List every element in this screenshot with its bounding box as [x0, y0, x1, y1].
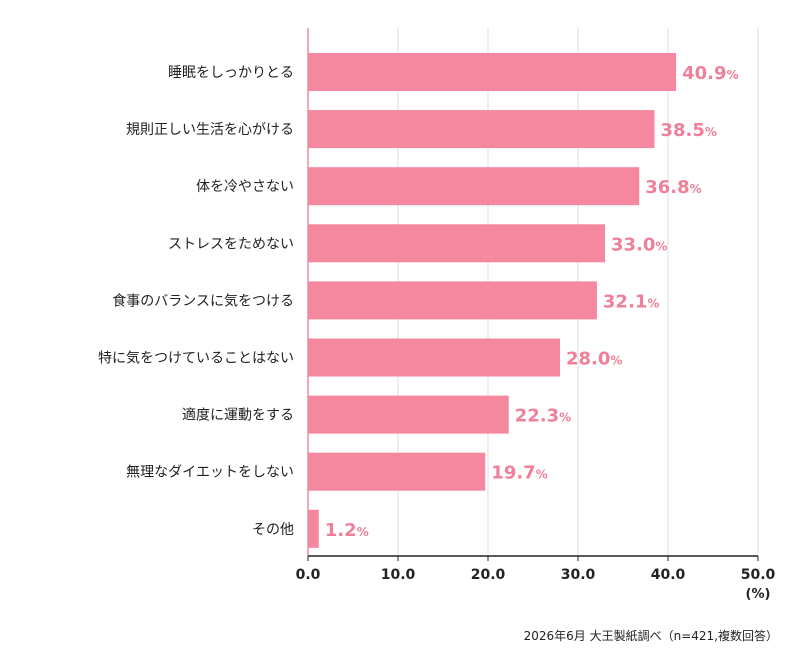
value-label: 32.1%	[603, 291, 659, 312]
value-unit: %	[690, 182, 702, 196]
category-label: 特に気をつけていることはない	[98, 351, 294, 367]
bar	[308, 224, 605, 263]
category-label: 体を冷やさない	[196, 179, 294, 195]
value-label: 19.7%	[491, 463, 547, 484]
bar-chart: 睡眠をしっかりとる規則正しい生活を心がける体を冷やさないストレスをためない食事の…	[98, 28, 776, 602]
category-label: 睡眠をしっかりとる	[168, 65, 294, 81]
value-label: 33.0%	[611, 234, 667, 255]
x-tick-label: 50.0	[741, 567, 776, 583]
category-label: その他	[252, 522, 294, 538]
value-unit: %	[705, 125, 717, 139]
bar	[308, 167, 640, 206]
value-label: 22.3%	[515, 406, 571, 427]
bar	[308, 110, 655, 149]
category-label: 規則正しい生活を心がける	[126, 122, 294, 138]
value-labels: 40.9% 38.5% 36.8% 33.0% 32.1% 28.0% 22.3% 19.7%…	[325, 63, 739, 541]
x-tick-labels: 0.0 10.0 20.0 30.0 40.0 50.0	[296, 567, 776, 583]
value-label: 40.9%	[682, 63, 738, 84]
value-label: 36.8%	[645, 177, 701, 198]
x-axis-unit-label: (%)	[746, 587, 771, 602]
value-unit: %	[647, 296, 659, 310]
value-label: 1.2%	[325, 520, 369, 541]
x-tick-label: 10.0	[381, 567, 416, 583]
x-tick-label: 40.0	[651, 567, 686, 583]
value-label: 28.0%	[566, 349, 622, 370]
value-unit: %	[610, 354, 622, 368]
x-tick-label: 0.0	[296, 567, 321, 583]
bar	[308, 53, 677, 91]
category-label: ストレスをためない	[168, 236, 294, 252]
bar	[308, 452, 486, 491]
bar	[308, 281, 597, 320]
value-unit: %	[536, 468, 548, 482]
bar	[308, 395, 509, 434]
bar	[308, 509, 319, 548]
category-labels: 睡眠をしっかりとる規則正しい生活を心がける体を冷やさないストレスをためない食事の…	[98, 65, 294, 538]
value-unit: %	[727, 68, 739, 82]
category-label: 適度に運動をする	[182, 407, 294, 424]
bar	[308, 338, 560, 377]
axes	[307, 28, 759, 561]
x-tick-label: 30.0	[561, 567, 596, 583]
value-label: 38.5%	[661, 120, 717, 141]
category-label: 無理なダイエットをしない	[126, 465, 294, 481]
value-unit: %	[559, 411, 571, 425]
value-unit: %	[357, 525, 369, 539]
category-label: 食事のバランスに気をつける	[112, 292, 294, 309]
value-unit: %	[655, 239, 667, 253]
source-note: 2026年6月 大王製紙調べ（n=421,複数回答）	[523, 629, 778, 643]
x-tick-label: 20.0	[471, 567, 506, 583]
bars	[308, 53, 677, 548]
